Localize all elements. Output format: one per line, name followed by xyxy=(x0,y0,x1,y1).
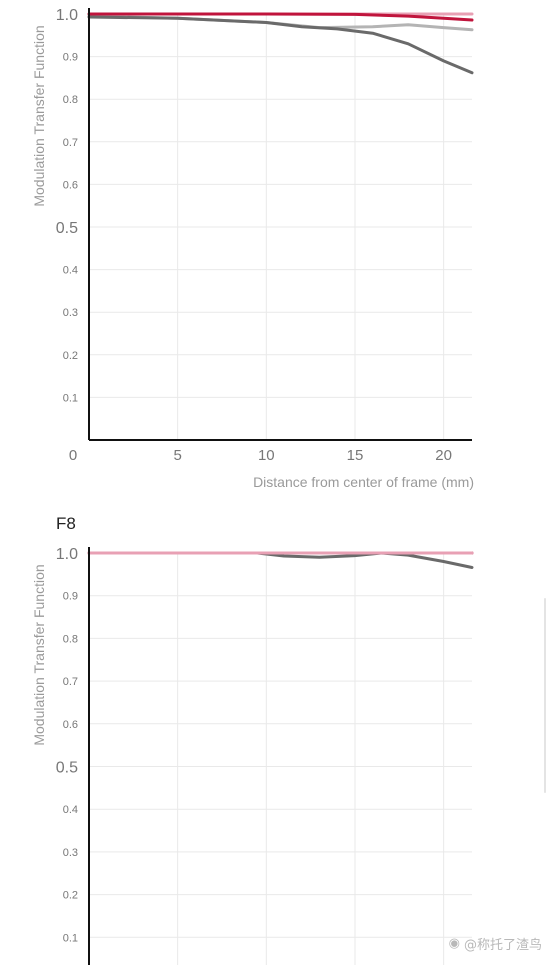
y-axis-label: Modulation Transfer Function xyxy=(31,564,47,745)
x-tick-label: 10 xyxy=(258,447,275,464)
chart-1: 0.1 0.2 0.3 0.4 0.5 0.6 0.7 0.8 0.9 1.0 0 5 10 15 20 Di… xyxy=(31,7,474,490)
y-tick-label: 1.0 xyxy=(56,546,78,563)
y-tick-label: 0.7 xyxy=(63,676,78,688)
y-tick-label: 0.5 xyxy=(56,220,78,237)
chart-2-title: F8 xyxy=(56,514,76,533)
weibo-icon: ◉ xyxy=(448,936,460,951)
y-tick-label: 0.9 xyxy=(63,591,78,603)
y-tick-label: 0.6 xyxy=(63,179,78,191)
y-tick-label: 1.0 xyxy=(56,7,78,24)
y-axis-label: Modulation Transfer Function xyxy=(31,25,47,206)
x-tick-label: 0 xyxy=(69,447,77,464)
series-line-2 xyxy=(87,15,474,75)
y-tick-label: 0.6 xyxy=(63,719,78,731)
x-axis-label: Distance from center of frame (mm) xyxy=(253,474,474,490)
y-tick-label: 0.4 xyxy=(63,804,78,816)
y-tick-label: 0.3 xyxy=(63,847,78,859)
x-tick-label: 5 xyxy=(173,447,181,464)
watermark-text: @称托了渣鸟 xyxy=(463,938,542,953)
y-tick-label: 0.3 xyxy=(63,307,78,319)
y-tick-label: 0.2 xyxy=(63,890,78,902)
y-tick-label: 0.1 xyxy=(63,392,78,404)
x-tick-label: 15 xyxy=(347,447,364,464)
y-tick-label: 0.1 xyxy=(63,932,78,944)
chart-2: 0.1 0.2 0.3 0.4 0.5 0.6 0.7 0.8 0.9 1.0 Modulation… xyxy=(31,546,474,965)
series-line-4 xyxy=(87,12,474,22)
y-tick-label: 0.4 xyxy=(63,265,78,277)
watermark: ◉ @称托了渣鸟 xyxy=(449,934,542,953)
y-tick-label: 0.9 xyxy=(63,52,78,64)
series-line-2 xyxy=(87,551,474,569)
scrollbar[interactable] xyxy=(544,598,546,793)
y-tick-label: 0.2 xyxy=(63,350,78,362)
y-tick-label: 0.5 xyxy=(56,760,78,777)
y-tick-label: 0.7 xyxy=(63,137,78,149)
y-tick-label: 0.8 xyxy=(63,94,78,106)
y-tick-label: 0.8 xyxy=(63,633,78,645)
x-tick-label: 20 xyxy=(435,447,452,464)
